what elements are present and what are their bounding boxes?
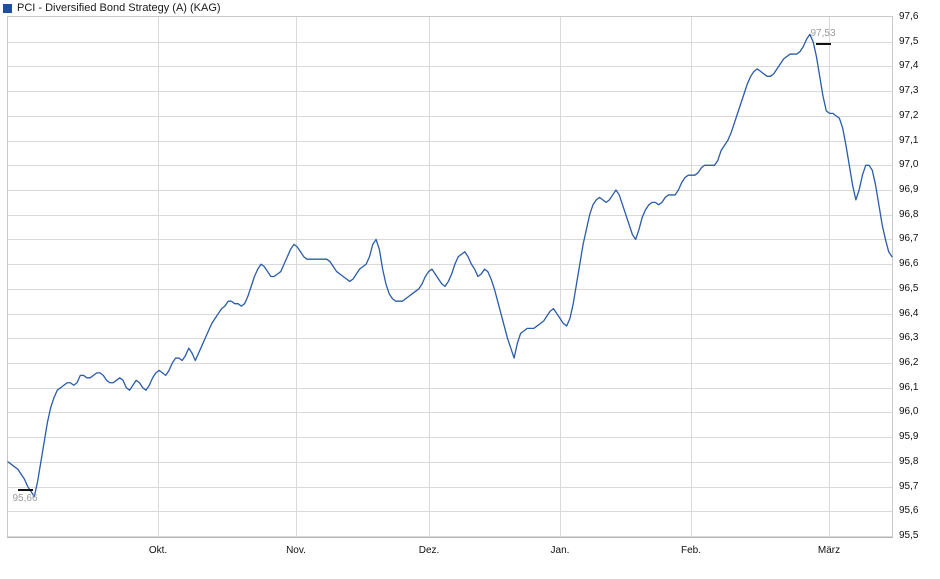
x-gridline — [296, 17, 297, 536]
y-axis-label: 96,5 — [899, 282, 919, 294]
price-series-chart — [7, 33, 893, 498]
x-gridline — [560, 17, 561, 536]
y-axis-label: 97,1 — [899, 134, 919, 146]
legend-color-swatch — [3, 3, 12, 13]
y-gridline — [8, 511, 892, 512]
y-gridline — [8, 42, 892, 43]
y-gridline — [8, 215, 892, 216]
x-axis-label: Dez. — [418, 545, 440, 556]
x-axis-label: März — [817, 545, 841, 556]
y-gridline — [8, 437, 892, 438]
y-axis-label: 96,1 — [899, 381, 919, 393]
minimum-marker — [18, 489, 33, 491]
y-gridline — [8, 314, 892, 315]
y-axis-label: 95,8 — [899, 455, 919, 467]
y-axis-label: 97,4 — [899, 60, 919, 72]
chart-header: PCI - Diversified Bond Strategy (A) (KAG… — [0, 0, 940, 16]
y-axis-label: 97,0 — [899, 159, 919, 171]
y-axis-label: 95,7 — [899, 480, 919, 492]
y-gridline — [8, 141, 892, 142]
y-axis-label: 96,4 — [899, 307, 919, 319]
maximum-label: 97,53 — [810, 28, 836, 39]
y-gridline — [8, 536, 892, 537]
maximum-marker — [816, 43, 831, 45]
y-gridline — [8, 190, 892, 191]
y-gridline — [8, 165, 892, 166]
y-axis-label: 97,2 — [899, 109, 919, 121]
y-axis-label: 96,7 — [899, 233, 919, 245]
x-gridline — [429, 17, 430, 536]
y-gridline — [8, 412, 892, 413]
x-axis-line — [7, 537, 893, 538]
x-gridline — [691, 17, 692, 536]
y-axis-label: 96,2 — [899, 357, 919, 368]
y-axis-label: 96,6 — [899, 258, 919, 270]
x-gridline — [829, 17, 830, 536]
y-gridline — [8, 116, 892, 117]
x-axis-label: Feb. — [680, 545, 702, 556]
y-gridline — [8, 264, 892, 265]
plot-grid — [8, 17, 892, 537]
y-axis-label: 95,9 — [899, 431, 919, 443]
y-axis-label: 95,5 — [899, 530, 919, 541]
y-axis-label: 96,9 — [899, 184, 919, 195]
y-axis-label: 96,3 — [899, 332, 919, 344]
y-gridline — [8, 289, 892, 290]
y-gridline — [8, 239, 892, 240]
y-axis-label: 96,0 — [899, 406, 919, 418]
y-axis-label: 95,6 — [899, 505, 919, 517]
y-gridline — [8, 487, 892, 488]
y-axis-label: 97,6 — [899, 11, 919, 22]
chart-title: PCI - Diversified Bond Strategy (A) (KAG… — [17, 2, 221, 14]
y-axis-label: 97,5 — [899, 35, 919, 47]
price-line — [7, 33, 893, 498]
y-gridline — [8, 363, 892, 364]
y-gridline — [8, 66, 892, 67]
y-gridline — [8, 338, 892, 339]
minimum-label: 95,66 — [12, 493, 38, 504]
x-axis-label: Okt. — [148, 545, 168, 556]
y-gridline — [8, 91, 892, 92]
y-axis-label: 96,8 — [899, 208, 919, 220]
x-gridline — [158, 17, 159, 536]
y-gridline — [8, 462, 892, 463]
y-gridline — [8, 388, 892, 389]
y-axis-label: 97,3 — [899, 85, 919, 97]
x-axis-label: Jan. — [550, 545, 570, 556]
x-axis-label: Nov. — [286, 545, 306, 556]
